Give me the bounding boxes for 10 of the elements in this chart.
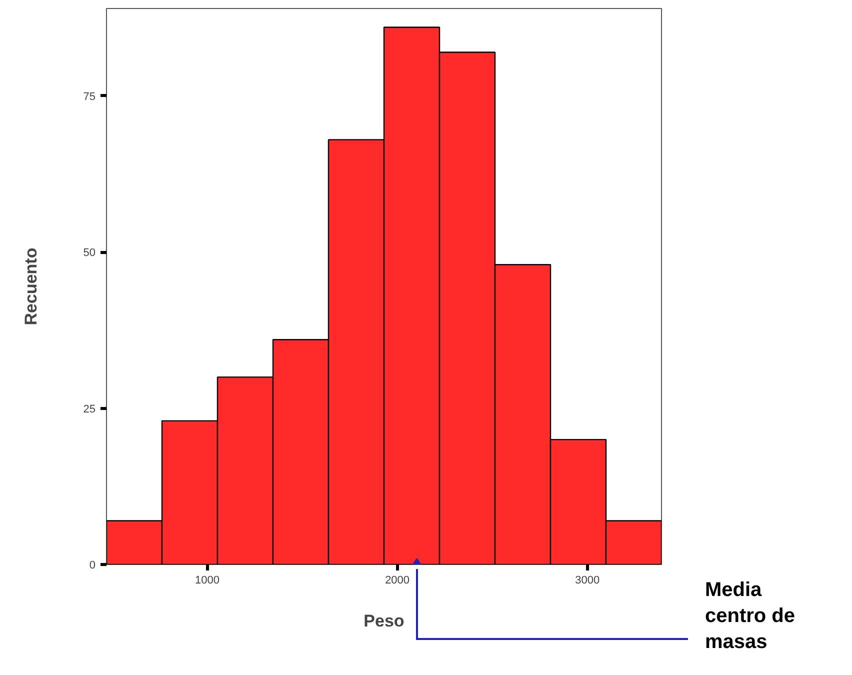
- text: Media centro de masas: [705, 578, 796, 655]
- x-tick-label: 3000: [575, 574, 600, 586]
- x-axis-title: Peso: [364, 612, 404, 630]
- y-tick-label: 50: [83, 247, 96, 260]
- y-axis-title: Recuento: [21, 248, 40, 326]
- y-tick-label: 75: [83, 90, 96, 103]
- y-tick-label: 25: [83, 403, 96, 416]
- x-tick-label: 2000: [385, 574, 410, 586]
- x-tick-label: 1000: [195, 574, 220, 586]
- y-tick-label: 0: [89, 560, 96, 572]
